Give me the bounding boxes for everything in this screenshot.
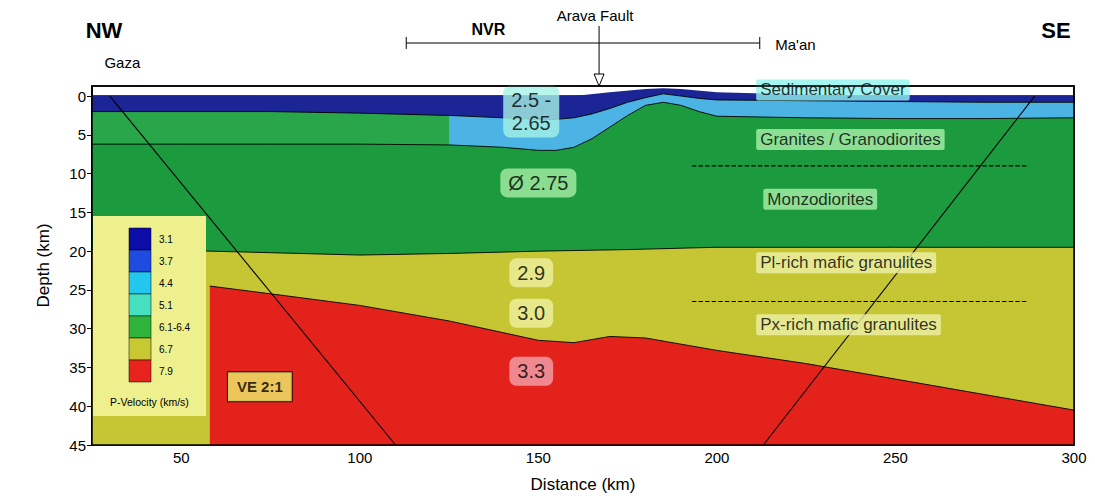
- svg-text:6.1-6.4: 6.1-6.4: [159, 322, 191, 333]
- svg-text:0: 0: [78, 88, 86, 105]
- svg-text:SE: SE: [1041, 18, 1070, 43]
- svg-text:Sedimentary Cover: Sedimentary Cover: [760, 80, 906, 99]
- svg-text:Monzodiorites: Monzodiorites: [767, 190, 873, 209]
- svg-text:Depth (km): Depth (km): [34, 223, 53, 307]
- svg-text:Arava Fault: Arava Fault: [557, 7, 635, 24]
- svg-text:300: 300: [1061, 449, 1086, 466]
- svg-text:100: 100: [347, 449, 372, 466]
- svg-text:Ø 2.75: Ø 2.75: [508, 172, 568, 194]
- svg-text:3.0: 3.0: [517, 302, 545, 324]
- svg-text:Pl-rich mafic granulites: Pl-rich mafic granulites: [760, 253, 932, 272]
- svg-text:NW: NW: [86, 18, 123, 43]
- svg-text:250: 250: [883, 449, 908, 466]
- svg-text:50: 50: [173, 449, 190, 466]
- svg-text:Px-rich mafic granulites: Px-rich mafic granulites: [760, 315, 937, 334]
- svg-text:35: 35: [69, 359, 86, 376]
- svg-text:4.4: 4.4: [159, 278, 173, 289]
- svg-text:Granites / Granodiorites: Granites / Granodiorites: [760, 130, 940, 149]
- svg-text:VE 2:1: VE 2:1: [237, 378, 283, 395]
- svg-text:3.1: 3.1: [159, 234, 173, 245]
- svg-text:45: 45: [69, 437, 86, 454]
- svg-text:Ma'an: Ma'an: [775, 36, 815, 53]
- svg-text:15: 15: [69, 204, 86, 221]
- svg-text:5.1: 5.1: [159, 300, 173, 311]
- svg-text:6.7: 6.7: [159, 344, 173, 355]
- svg-text:150: 150: [526, 449, 551, 466]
- svg-text:NVR: NVR: [471, 21, 505, 38]
- svg-text:Distance (km): Distance (km): [531, 475, 636, 494]
- svg-text:5: 5: [78, 126, 86, 143]
- svg-text:2.9: 2.9: [517, 262, 545, 284]
- svg-text:20: 20: [69, 243, 86, 260]
- svg-text:30: 30: [69, 320, 86, 337]
- svg-text:2.5 -: 2.5 -: [511, 89, 551, 111]
- svg-text:7.9: 7.9: [159, 366, 173, 377]
- svg-text:40: 40: [69, 398, 86, 415]
- svg-text:3.3: 3.3: [517, 360, 545, 382]
- svg-text:Gaza: Gaza: [104, 54, 141, 71]
- svg-text:25: 25: [69, 281, 86, 298]
- svg-text:P-Velocity (km/s): P-Velocity (km/s): [110, 396, 189, 408]
- svg-text:3.7: 3.7: [159, 256, 173, 267]
- svg-text:200: 200: [704, 449, 729, 466]
- svg-text:2.65: 2.65: [512, 112, 551, 134]
- svg-text:10: 10: [69, 165, 86, 182]
